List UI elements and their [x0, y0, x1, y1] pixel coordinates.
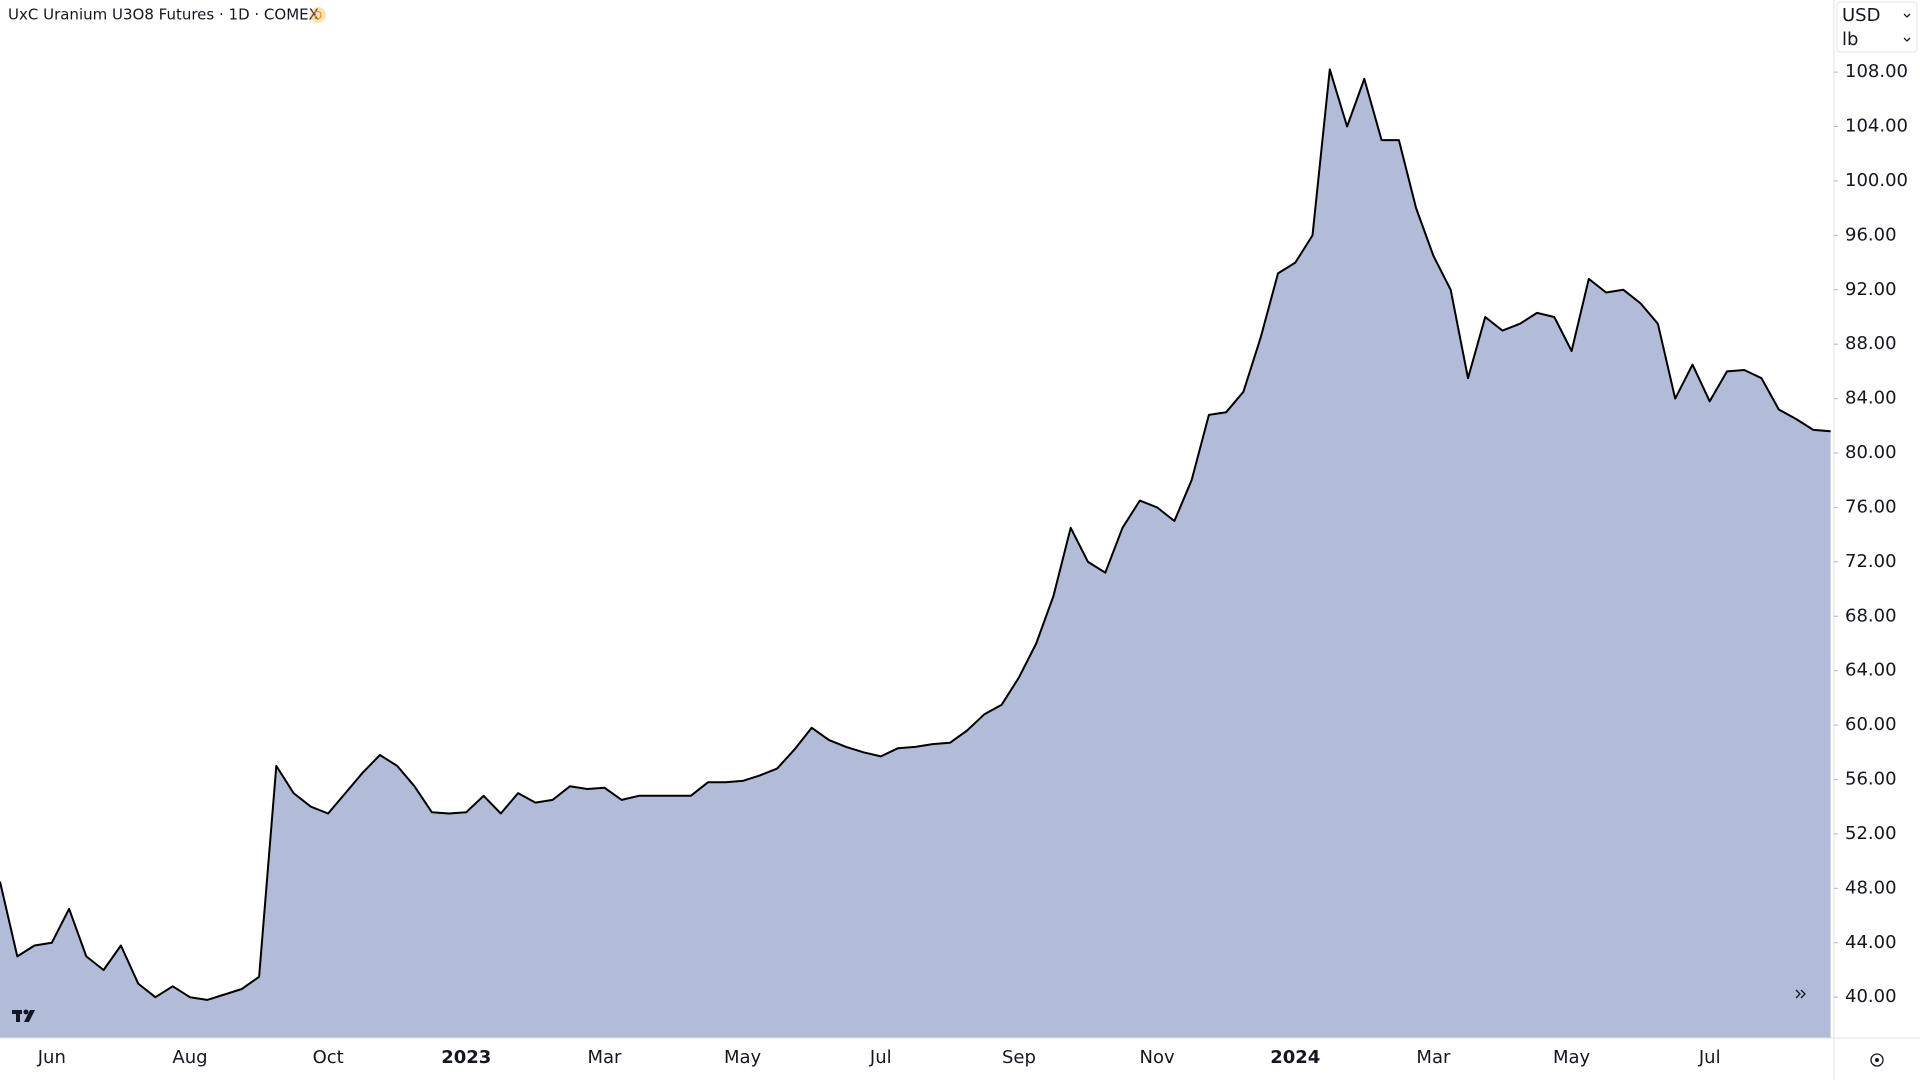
price-line — [0, 68, 1831, 1001]
chart-title: UxC Uranium U3O8 Futures · 1D · COMEX — [8, 6, 319, 24]
x-tick-label: Oct — [313, 1047, 344, 1068]
y-tick-label: 88.00 — [1845, 333, 1897, 354]
y-tick-label: 76.00 — [1845, 496, 1897, 517]
y-tick-label: 72.00 — [1845, 551, 1897, 572]
x-tick-label: Mar — [587, 1047, 622, 1068]
y-tick-label: 52.00 — [1845, 823, 1897, 844]
y-tick-label: 64.00 — [1845, 660, 1897, 681]
y-tick-label: 44.00 — [1845, 932, 1897, 953]
y-tick-label: 80.00 — [1845, 442, 1897, 463]
y-tick-label: 40.00 — [1845, 986, 1897, 1007]
y-tick-label: 104.00 — [1845, 116, 1908, 137]
x-tick-label: Sep — [1002, 1047, 1036, 1068]
x-tick-label: Aug — [172, 1047, 207, 1068]
x-tick-label: Jun — [37, 1047, 66, 1068]
y-tick-label: 84.00 — [1845, 388, 1897, 409]
y-tick-label: 60.00 — [1845, 714, 1897, 735]
area-fill — [0, 69, 1831, 1038]
x-tick-label: May — [1553, 1047, 1591, 1068]
x-tick-label: Mar — [1416, 1047, 1451, 1068]
unit-selector[interactable] — [1836, 1, 1918, 53]
x-tick-label: Nov — [1140, 1047, 1175, 1068]
unit[interactable]: lb — [1842, 29, 1858, 50]
plot-area — [0, 68, 1831, 1038]
badge-bg — [310, 7, 326, 23]
tv-logo — [12, 1009, 35, 1022]
y-tick-label: 56.00 — [1845, 769, 1897, 790]
y-tick-label: 108.00 — [1845, 61, 1908, 82]
currency[interactable]: USD — [1842, 5, 1880, 26]
y-tick-label: 48.00 — [1845, 877, 1897, 898]
badge[interactable]: D — [314, 9, 322, 22]
scroll-to-latest[interactable] — [1795, 989, 1806, 999]
x-tick-label: 2023 — [441, 1047, 491, 1068]
x-tick-label: 2024 — [1270, 1047, 1320, 1068]
settings-dot — [1875, 1058, 1879, 1062]
dropdown-arrows — [1903, 13, 1911, 42]
x-tick-label: May — [724, 1047, 762, 1068]
settings-button[interactable] — [1870, 1053, 1884, 1067]
y-tick-label: 96.00 — [1845, 224, 1897, 245]
y-tick-label: 68.00 — [1845, 605, 1897, 626]
x-tick-label: Jul — [869, 1047, 892, 1068]
x-tick-label: Jul — [1698, 1047, 1721, 1068]
y-tick-label: 92.00 — [1845, 279, 1897, 300]
y-tick-label: 100.00 — [1845, 170, 1908, 191]
